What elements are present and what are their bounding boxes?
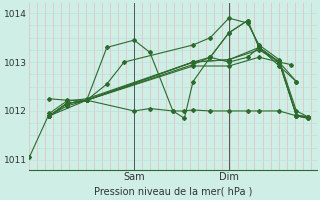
X-axis label: Pression niveau de la mer( hPa ): Pression niveau de la mer( hPa ) — [94, 187, 252, 197]
